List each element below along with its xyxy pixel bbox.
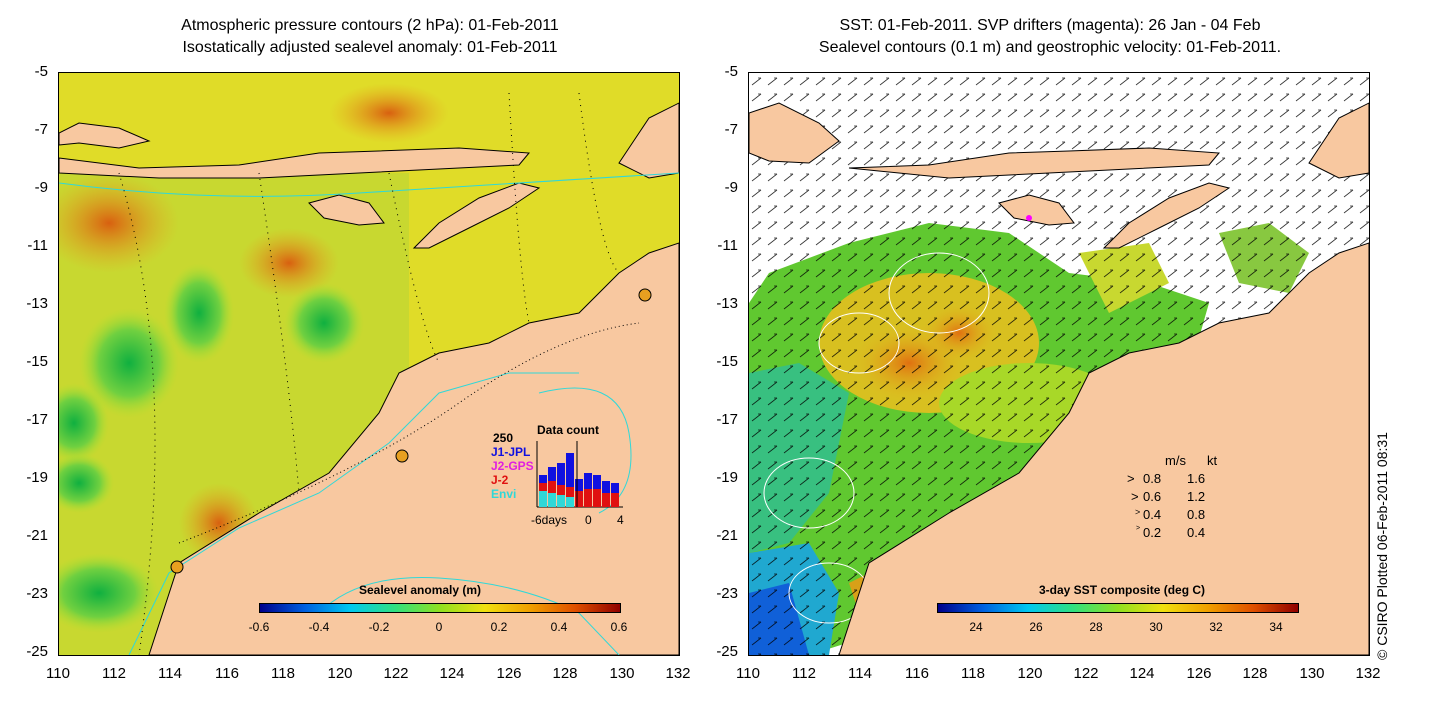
right-x-label: 122	[1073, 665, 1099, 682]
left-cbar-lab-3: 0	[435, 620, 443, 634]
legend-row3-kt: 0.4	[1187, 525, 1206, 540]
legend-row2-kt: 0.8	[1187, 507, 1206, 522]
left-y-label: -21	[26, 527, 48, 544]
legend-header-ms: m/s	[1165, 453, 1186, 468]
right-y-label: -23	[716, 585, 738, 602]
left-map[interactable]: Data count 250 J1-JPL J2-GPS J-2 Envi -6…	[58, 72, 680, 656]
left-colorbar	[259, 603, 621, 613]
right-y-label: -25	[716, 643, 738, 660]
left-x-label: 114	[158, 665, 182, 682]
right-x-label: 126	[1186, 665, 1212, 682]
legend-header-kt: kt	[1207, 453, 1218, 468]
left-title-line1: Atmospheric pressure contours (2 hPa): 0…	[181, 17, 559, 34]
right-y-label: -19	[716, 469, 738, 486]
data-count-inset: Data count 250 J1-JPL J2-GPS J-2 Envi -6…	[487, 421, 637, 531]
right-cbar-lab-4: 32	[1209, 620, 1223, 634]
legend-row0-kt: 1.6	[1187, 471, 1206, 486]
legend-row3-ms: 0.2	[1143, 525, 1162, 540]
inset-series-j2: J-2	[491, 473, 509, 487]
right-y-label: -13	[716, 295, 738, 312]
inset-bars	[536, 441, 623, 508]
left-x-label: 116	[215, 665, 239, 682]
inset-series-j1: J1-JPL	[491, 445, 531, 459]
left-y-label: -17	[26, 411, 48, 428]
left-x-label: 124	[439, 665, 465, 682]
right-x-label: 124	[1129, 665, 1155, 682]
right-x-label: 128	[1242, 665, 1268, 682]
copyright-text: © CSIRO Plotted 06-Feb-2011 08:31	[1374, 432, 1390, 660]
right-title-line2: Sealevel contours (0.1 m) and geostrophi…	[818, 39, 1282, 56]
right-y-label: -9	[724, 179, 738, 196]
legend-row0-ms: 0.8	[1143, 471, 1162, 486]
right-x-label: 132	[1355, 665, 1381, 682]
left-y-label: -23	[26, 585, 48, 602]
left-y-label: -19	[26, 469, 48, 486]
right-x-label: 116	[905, 665, 929, 682]
left-cbar-lab-5: 0.4	[550, 620, 568, 634]
inset-x-zero: 0	[585, 513, 592, 527]
inset-title: Data count	[537, 423, 600, 437]
right-map-canvas	[749, 73, 1369, 655]
left-map-canvas	[59, 73, 679, 655]
right-x-label: 120	[1017, 665, 1043, 682]
right-x-label: 130	[1299, 665, 1325, 682]
right-x-label: 112	[792, 665, 816, 682]
left-x-label: 118	[271, 665, 295, 682]
inset-series-envi: Envi	[491, 487, 517, 501]
right-title-line1: SST: 01-Feb-2011. SVP drifters (magenta)…	[839, 17, 1261, 34]
right-x-label: 118	[961, 665, 985, 682]
left-cbar-lab-0: -0.6	[248, 620, 270, 634]
inset-series-j2gps: J2-GPS	[491, 459, 534, 473]
legend-row2-ms: 0.4	[1143, 507, 1162, 522]
left-cbar-lab-1: -0.4	[308, 620, 330, 634]
legend-arrow-2-icon: >	[1135, 507, 1141, 517]
left-y-label: -11	[27, 237, 48, 254]
left-y-label: -9	[34, 179, 48, 196]
left-cbar-lab-6: 0.6	[610, 620, 628, 634]
left-x-label: 130	[609, 665, 635, 682]
right-y-label: -15	[716, 353, 738, 370]
left-x-label: 122	[383, 665, 409, 682]
right-colorbar-title: 3-day SST composite (deg C)	[1039, 583, 1206, 597]
left-x-label: 132	[665, 665, 691, 682]
right-cbar-lab-1: 26	[1029, 620, 1043, 634]
inset-x-max: 4	[617, 513, 624, 527]
inset-max-label: 250	[493, 431, 514, 445]
legend-row1-ms: 0.6	[1143, 489, 1162, 504]
left-x-label: 110	[46, 665, 70, 682]
left-cbar-lab-2: -0.2	[368, 620, 390, 634]
right-y-label: -5	[724, 63, 738, 80]
left-y-label: -13	[26, 295, 48, 312]
left-y-label: -25	[26, 643, 48, 660]
right-x-label: 114	[848, 665, 872, 682]
left-title-line2: Isostatically adjusted sealevel anomaly:…	[182, 39, 558, 56]
inset-x-min: -6days	[531, 513, 568, 527]
left-x-label: 126	[496, 665, 522, 682]
legend-row1-kt: 1.2	[1187, 489, 1206, 504]
velocity-legend: m/s kt > 0.8 1.6 > 0.6 1.2 > 0.4 0.8 > 0…	[1127, 451, 1247, 551]
left-y-label: -7	[34, 121, 48, 138]
legend-arrow-3-icon: >	[1136, 525, 1141, 532]
left-x-label: 128	[552, 665, 578, 682]
legend-arrow-0-icon: >	[1127, 471, 1135, 486]
right-map[interactable]: m/s kt > 0.8 1.6 > 0.6 1.2 > 0.4 0.8 > 0…	[748, 72, 1370, 656]
right-cbar-lab-2: 28	[1089, 620, 1103, 634]
right-colorbar	[937, 603, 1299, 613]
right-y-label: -17	[716, 411, 738, 428]
left-x-label: 120	[327, 665, 353, 682]
right-y-label: -21	[716, 527, 738, 544]
right-x-label: 110	[736, 665, 760, 682]
left-x-label: 112	[102, 665, 126, 682]
right-y-label: -7	[724, 121, 738, 138]
right-cbar-lab-0: 24	[969, 620, 983, 634]
legend-arrow-1-icon: >	[1131, 489, 1139, 504]
left-y-label: -15	[26, 353, 48, 370]
right-cbar-lab-5: 34	[1269, 620, 1283, 634]
right-y-label: -11	[717, 237, 738, 254]
left-cbar-lab-4: 0.2	[490, 620, 508, 634]
left-colorbar-title: Sealevel anomaly (m)	[359, 583, 482, 597]
right-cbar-lab-3: 30	[1149, 620, 1163, 634]
left-y-label: -5	[34, 63, 48, 80]
